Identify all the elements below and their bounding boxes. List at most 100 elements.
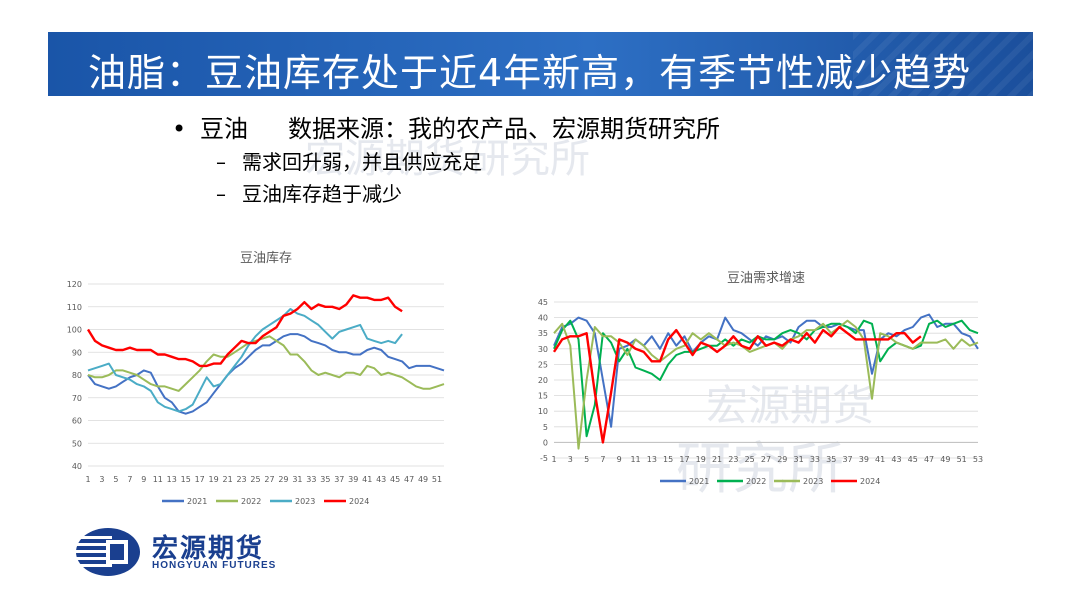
x-tick-label: 13 <box>167 475 177 484</box>
bullet-main-label: 豆油 <box>200 115 248 143</box>
y-tick-label: 25 <box>538 360 548 369</box>
logo-icon <box>72 528 140 576</box>
x-tick-label: 43 <box>376 475 386 484</box>
x-tick-label: 51 <box>957 455 967 464</box>
legend-label: 2022 <box>746 477 766 486</box>
x-tick-label: 17 <box>195 475 205 484</box>
sub-bullet-text: 豆油库存趋于减少 <box>242 182 402 206</box>
x-tick-label: 7 <box>127 475 132 484</box>
x-tick-label: 37 <box>334 475 344 484</box>
legend-label: 2021 <box>689 477 709 486</box>
x-tick-label: 9 <box>141 475 146 484</box>
legend-label: 2023 <box>295 497 315 506</box>
x-tick-label: 49 <box>940 455 950 464</box>
y-tick-label: 30 <box>538 345 548 354</box>
series-line-2022 <box>87 335 445 392</box>
y-tick-label: 0 <box>543 438 548 447</box>
x-tick-label: 3 <box>568 455 573 464</box>
logo-name: 宏源期货 <box>152 534 265 564</box>
x-tick-label: 47 <box>404 475 414 484</box>
series-line-2023 <box>87 308 403 413</box>
y-tick-label: 40 <box>538 314 548 323</box>
y-tick-label: 10 <box>538 407 548 416</box>
x-tick-label: 3 <box>99 475 104 484</box>
sub-bullet-marker: – <box>216 182 226 206</box>
y-tick-label: 20 <box>538 376 548 385</box>
x-tick-label: 33 <box>306 475 316 484</box>
chart-title: 豆油库存 <box>240 250 292 266</box>
x-tick-label: 19 <box>696 455 706 464</box>
x-tick-label: 11 <box>153 475 163 484</box>
x-tick-label: 27 <box>264 475 274 484</box>
y-tick-label: 15 <box>538 392 548 401</box>
x-tick-label: 7 <box>600 455 605 464</box>
x-tick-label: 33 <box>810 455 820 464</box>
series-line-2024 <box>86 294 403 368</box>
x-tick-label: 13 <box>647 455 657 464</box>
x-tick-label: 27 <box>761 455 771 464</box>
legend-label: 2024 <box>349 497 369 506</box>
title-bar: 油脂：豆油库存处于近4年新高，有季节性减少趋势 <box>48 32 1033 96</box>
x-tick-label: 31 <box>292 475 302 484</box>
y-tick-label: 50 <box>72 439 82 448</box>
x-tick-label: 45 <box>908 455 918 464</box>
x-tick-label: 49 <box>418 475 428 484</box>
x-tick-label: 37 <box>842 455 852 464</box>
bullet-marker: • <box>172 115 187 143</box>
x-tick-label: 53 <box>973 455 983 464</box>
x-tick-label: 21 <box>712 455 722 464</box>
x-tick-label: 17 <box>679 455 689 464</box>
y-tick-label: 60 <box>72 417 82 426</box>
title-bar-decoration <box>853 32 1033 96</box>
sub-bullet: – 需求回升弱，并且供应充足 <box>216 146 720 178</box>
bullet-source: 数据来源：我的农产品、宏源期货研究所 <box>288 115 720 143</box>
series-line-2022 <box>553 319 979 438</box>
y-tick-label: 120 <box>67 280 82 289</box>
x-tick-label: 39 <box>859 455 869 464</box>
x-tick-label: 41 <box>875 455 885 464</box>
logo-subtitle: HONGYUAN FUTURES <box>152 560 277 571</box>
bullet-list: • 豆油 数据来源：我的农产品、宏源期货研究所 – 需求回升弱，并且供应充足 – 豆油库… <box>172 112 720 210</box>
y-tick-label: 35 <box>538 329 548 338</box>
y-tick-label: 5 <box>543 423 548 432</box>
legend-label: 2022 <box>241 497 261 506</box>
x-tick-label: 1 <box>85 475 90 484</box>
x-tick-label: 15 <box>181 475 191 484</box>
y-tick-label: 45 <box>538 298 548 307</box>
y-tick-label: 90 <box>72 348 82 357</box>
x-tick-label: 15 <box>663 455 673 464</box>
sub-bullet: – 豆油库存趋于减少 <box>216 178 720 210</box>
x-tick-label: 21 <box>223 475 233 484</box>
x-tick-label: 29 <box>278 475 288 484</box>
y-tick-label: 80 <box>72 371 82 380</box>
x-tick-label: 5 <box>584 455 589 464</box>
legend-label: 2021 <box>187 497 207 506</box>
series-line-2024 <box>552 325 922 444</box>
x-tick-label: 47 <box>924 455 934 464</box>
sub-bullet-text: 需求回升弱，并且供应充足 <box>242 150 482 174</box>
sub-bullet-marker: – <box>216 150 226 174</box>
company-logo: 宏源期货 HONGYUAN FUTURES <box>72 526 312 578</box>
x-tick-label: 11 <box>630 455 640 464</box>
series-line-2021 <box>553 313 979 428</box>
legend-label: 2023 <box>803 477 823 486</box>
legend-label: 2024 <box>860 477 880 486</box>
x-tick-label: 51 <box>432 475 442 484</box>
y-tick-label: -5 <box>540 454 548 463</box>
x-tick-label: 35 <box>826 455 836 464</box>
y-tick-label: 110 <box>67 303 82 312</box>
x-tick-label: 35 <box>320 475 330 484</box>
x-tick-label: 43 <box>891 455 901 464</box>
x-tick-label: 39 <box>348 475 358 484</box>
x-tick-label: 1 <box>551 455 556 464</box>
x-tick-label: 45 <box>390 475 400 484</box>
y-tick-label: 40 <box>72 462 82 471</box>
x-tick-label: 9 <box>617 455 622 464</box>
y-tick-label: 70 <box>72 394 82 403</box>
series-line-2021 <box>87 333 445 415</box>
chart-title: 豆油需求增速 <box>727 271 805 286</box>
x-tick-label: 19 <box>209 475 219 484</box>
x-tick-label: 23 <box>236 475 246 484</box>
